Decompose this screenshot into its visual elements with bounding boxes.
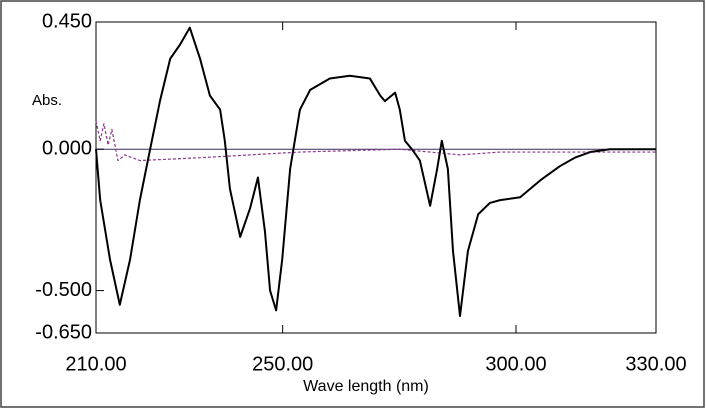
plot-frame xyxy=(95,21,657,334)
x-tick-label: 300.00 xyxy=(485,353,546,375)
spectrum-line xyxy=(95,26,656,318)
x-axis-label: Wave length (nm) xyxy=(303,378,429,395)
x-tick-label: 250.00 xyxy=(252,353,313,375)
y-tick-label: -0.500 xyxy=(35,279,92,301)
y-tick-label: -0.650 xyxy=(35,321,92,343)
x-tick-label: 210.00 xyxy=(65,353,126,375)
y-tick-label: 0.000 xyxy=(42,138,92,160)
x-tick-label: 330.00 xyxy=(625,353,686,375)
y-axis-label: Abs. xyxy=(32,92,62,109)
y-tick-label: 0.450 xyxy=(42,10,92,32)
spectrum-line xyxy=(95,120,656,162)
